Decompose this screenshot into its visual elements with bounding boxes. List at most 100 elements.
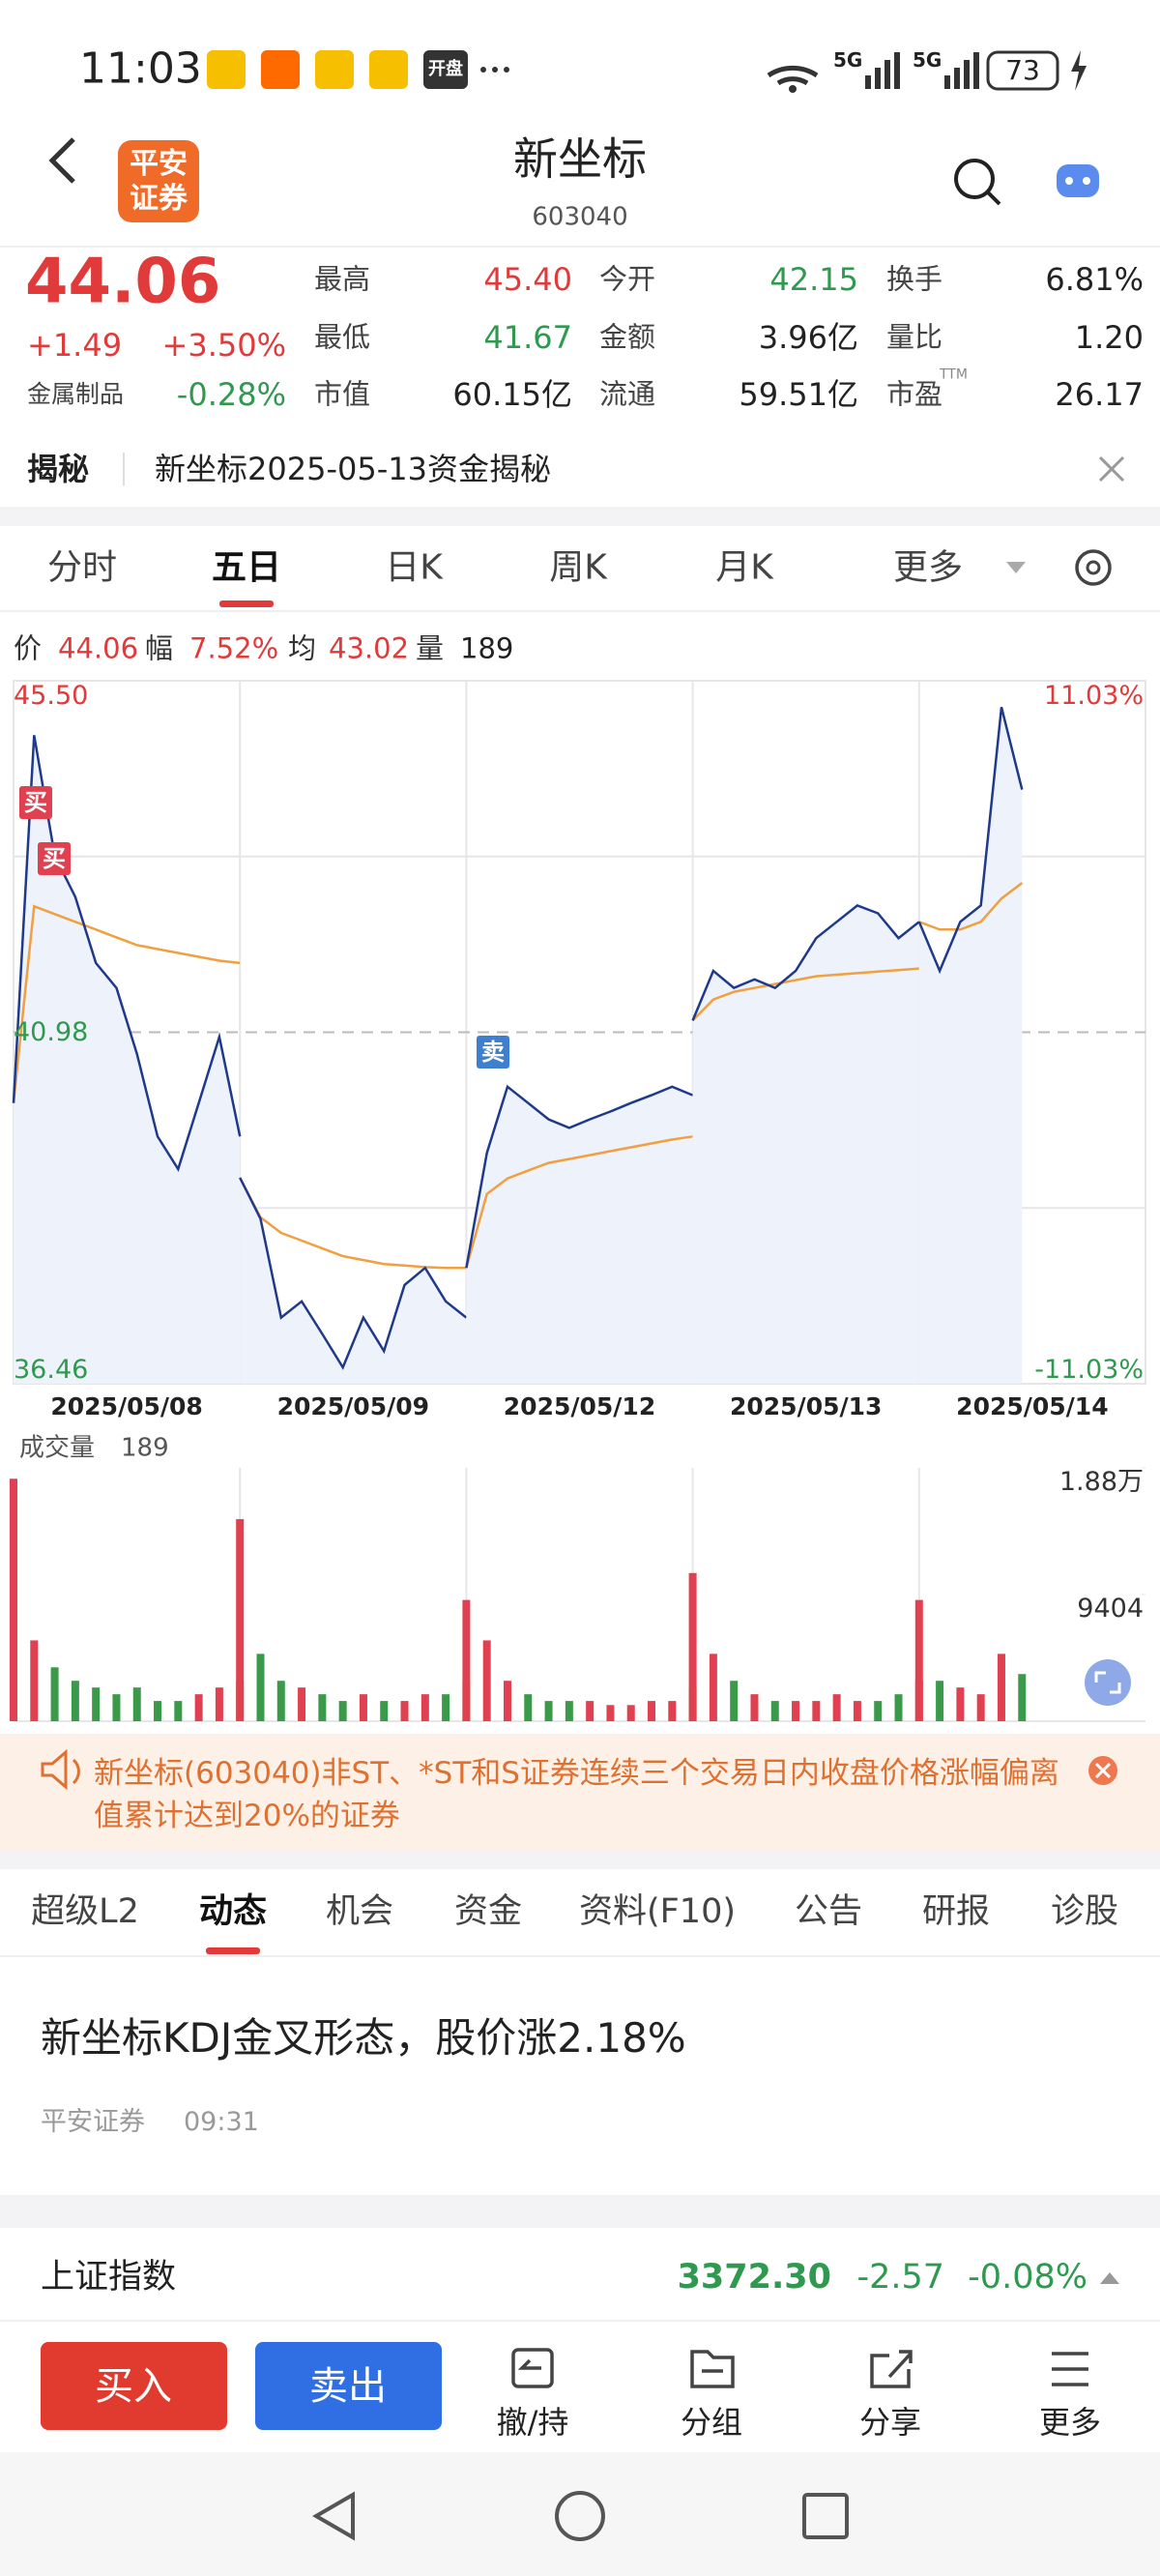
speaker-icon [41,1748,80,1791]
quote-label: 换手 [886,262,943,296]
volume-value: 189 [121,1433,169,1463]
quote-line-label: 价 [14,631,43,665]
chart-tab[interactable]: 日K [385,547,443,588]
volume-bar [586,1701,594,1721]
search-button[interactable] [954,159,995,199]
info-tab[interactable]: 诊股 [1050,1892,1119,1931]
quote-label: 量比 [886,320,943,354]
chart-tab[interactable]: 五日 [211,547,282,588]
volume-bar [976,1694,985,1721]
close-button[interactable] [1098,455,1125,483]
wifi-icon [789,85,797,93]
volume-bar [420,1694,429,1721]
volume-bar [482,1640,491,1721]
settings-button [1086,560,1101,575]
search-button[interactable] [986,190,1001,206]
zoom-button[interactable] [1085,1659,1131,1706]
volume-bar [276,1681,285,1721]
y-tick-label: 45.50 [14,680,89,711]
sector: 金属制品 [27,380,125,408]
wifi-icon [767,65,819,86]
back-button[interactable] [48,137,75,184]
news-title[interactable]: 新坐标KDJ金叉形态，股价涨2.18% [41,2013,686,2062]
volume-bar [730,1681,739,1721]
volume-bar [709,1654,717,1721]
action-label[interactable]: 分享 [858,2403,922,2441]
app-icon [369,50,408,89]
network-label: 5G [913,48,942,72]
price-area [466,1086,693,1384]
quote-line-label: 量 [416,631,445,665]
info-tab[interactable]: 资金 [453,1892,523,1931]
nav-home[interactable] [555,2491,605,2541]
info-tab[interactable]: 资料(F10) [579,1892,736,1931]
expand-icon[interactable] [1100,2272,1119,2284]
quote-value: 60.15亿 [452,375,572,413]
buy-label[interactable]: 买入 [95,2364,172,2409]
volume-bar [874,1701,883,1721]
price-line [239,1177,468,1370]
buy-button[interactable] [41,2342,227,2430]
app-icon [315,50,354,89]
volume-bar [132,1687,141,1721]
charge-icon [1071,50,1087,91]
x-tick-label: 2025/05/08 [50,1392,203,1420]
logo [118,140,199,222]
info-tab[interactable]: 公告 [794,1892,863,1931]
gap [0,2195,1160,2228]
nav-recent[interactable] [802,2493,849,2539]
chart-tab[interactable]: 月K [715,547,773,588]
action-label[interactable]: 分组 [680,2403,743,2441]
price-area [14,735,241,1384]
action-label[interactable]: 撤/持 [496,2403,569,2441]
chart-tab[interactable]: 周K [549,547,607,588]
tab-indicator [219,600,274,607]
dot [480,67,486,73]
info-tab[interactable]: 研报 [921,1892,991,1931]
sell-button[interactable] [255,2342,442,2430]
volume-bar [462,1599,471,1721]
info-tab[interactable]: 动态 [198,1892,268,1931]
stock-name: 新坐标 [513,132,647,186]
assistant-button [1065,177,1073,185]
volume-bar [338,1701,347,1721]
volume-bar [174,1701,183,1721]
app-icon [207,50,246,89]
volume-bar [318,1694,327,1721]
volume-bar [503,1681,511,1721]
dot [504,67,509,73]
index-name: 上证指数 [41,2258,177,2297]
chart-tab[interactable]: 分时 [46,547,118,588]
app-icon [423,50,468,89]
news-time: 09:31 [184,2106,259,2137]
news-source: 平安证券 [41,2106,145,2137]
volume-bar [770,1701,779,1721]
price-line [917,706,1024,975]
settings-button[interactable] [1075,549,1112,586]
volume-bar [894,1694,903,1721]
dropdown-icon [1006,562,1026,573]
x-tick-label: 2025/05/12 [503,1392,656,1420]
banner-text[interactable]: 新坐标2025-05-13资金揭秘 [155,450,551,487]
quote-value: 6.81% [1045,260,1144,298]
volume-bar [524,1694,533,1721]
info-tab[interactable]: 超级L2 [31,1892,139,1931]
quote-value: 42.15 [769,260,858,298]
nav-back[interactable] [312,2491,355,2541]
chart-tab[interactable]: 更多 [892,547,964,588]
volume-bar [92,1687,101,1721]
volume-bar [50,1667,59,1721]
quote-label: 市盈 [886,377,943,411]
volume-bar [792,1701,800,1721]
action-label[interactable]: 更多 [1038,2403,1102,2441]
volume-bar [668,1701,677,1721]
sell-label[interactable]: 卖出 [309,2364,387,2409]
avg-line [239,1177,467,1270]
quote-value: 45.40 [483,260,572,298]
index-change: -2.57 [856,2258,944,2297]
signal-icon [865,52,979,89]
assistant-button[interactable] [1057,164,1099,197]
y-tick-label: 40.98 [14,1016,89,1047]
info-tab[interactable]: 机会 [325,1892,394,1931]
